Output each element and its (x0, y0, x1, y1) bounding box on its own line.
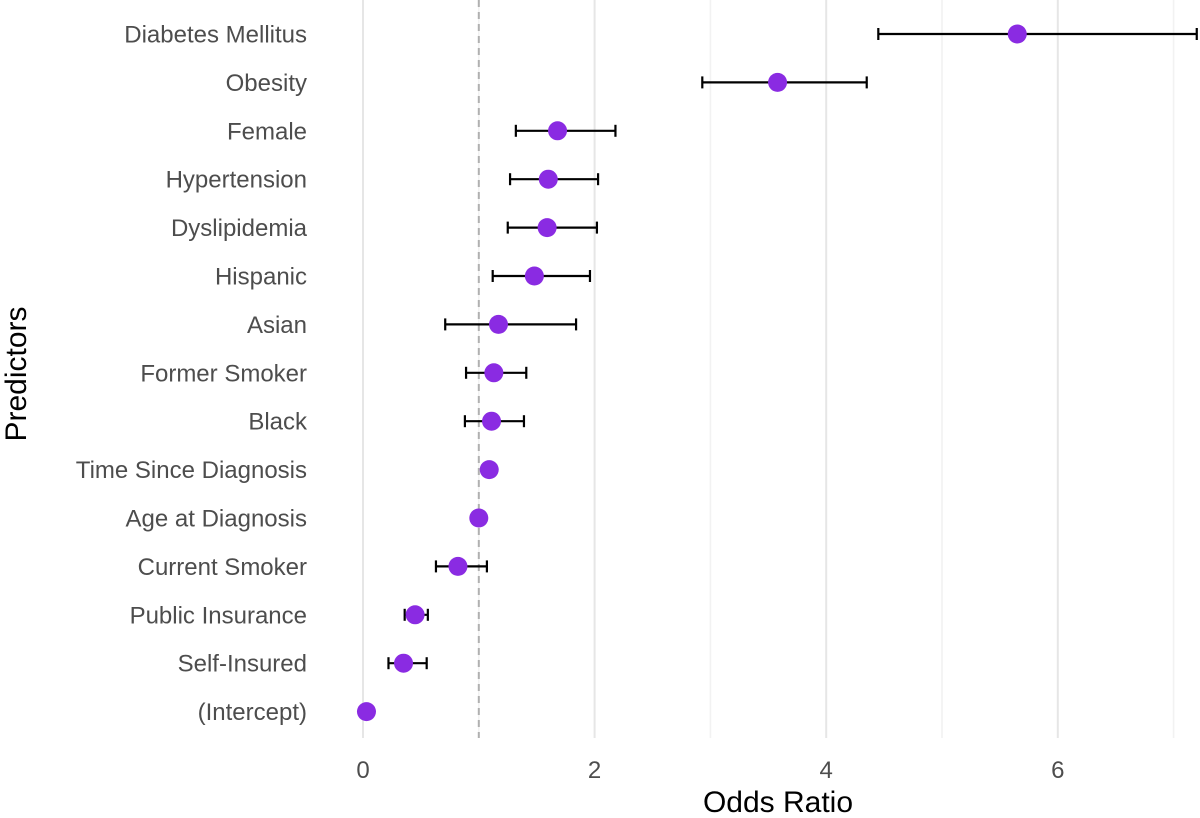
predictor-label: Age at Diagnosis (126, 506, 307, 533)
odds-ratio-point (548, 121, 568, 141)
odds-ratio-point (484, 363, 504, 383)
odds-ratio-point (524, 266, 544, 286)
x-tick-label: 4 (820, 757, 833, 784)
grid-lines (362, 0, 1175, 738)
odds-ratio-point (1007, 24, 1027, 44)
odds-ratio-point (538, 169, 558, 189)
error-bar (444, 318, 578, 331)
data-points (356, 24, 1027, 722)
predictor-label: Obesity (226, 70, 307, 97)
predictor-label: Black (248, 409, 308, 436)
x-tick-label: 6 (1051, 757, 1064, 784)
predictor-label: Self-Insured (178, 651, 307, 678)
odds-ratio-point (482, 411, 502, 431)
y-tick-labels: Diabetes Mellitus Obesity Female Hypertensi… (76, 22, 308, 727)
odds-ratio-point (356, 702, 376, 722)
odds-ratio-point (768, 72, 788, 92)
predictor-label: Asian (247, 312, 307, 339)
x-axis-title: Odds Ratio (703, 786, 853, 818)
odds-ratio-point (448, 556, 468, 576)
odds-ratio-point (469, 508, 489, 528)
predictor-label: Hispanic (215, 264, 307, 291)
odds-ratio-point (394, 653, 414, 673)
error-bar (877, 28, 1198, 40)
odds-ratio-point (537, 218, 557, 238)
predictor-label: Female (227, 118, 307, 145)
odds-ratio-point (479, 460, 499, 480)
predictor-label: (Intercept) (198, 699, 307, 726)
odds-ratio-point (488, 314, 508, 334)
predictor-label: Former Smoker (140, 360, 307, 387)
predictor-label: Dyslipidemia (171, 215, 308, 242)
x-tick-label: 2 (588, 757, 601, 784)
x-tick-labels: 0 2 4 6 (356, 757, 1064, 784)
predictor-label: Current Smoker (138, 554, 307, 581)
odds-ratio-point (405, 605, 425, 625)
predictor-label: Time Since Diagnosis (76, 457, 307, 484)
predictor-label: Diabetes Mellitus (124, 22, 307, 49)
predictor-label: Hypertension (166, 167, 307, 194)
predictor-label: Public Insurance (130, 602, 307, 629)
x-tick-label: 0 (356, 757, 369, 784)
y-axis-title: Predictors (0, 306, 33, 441)
